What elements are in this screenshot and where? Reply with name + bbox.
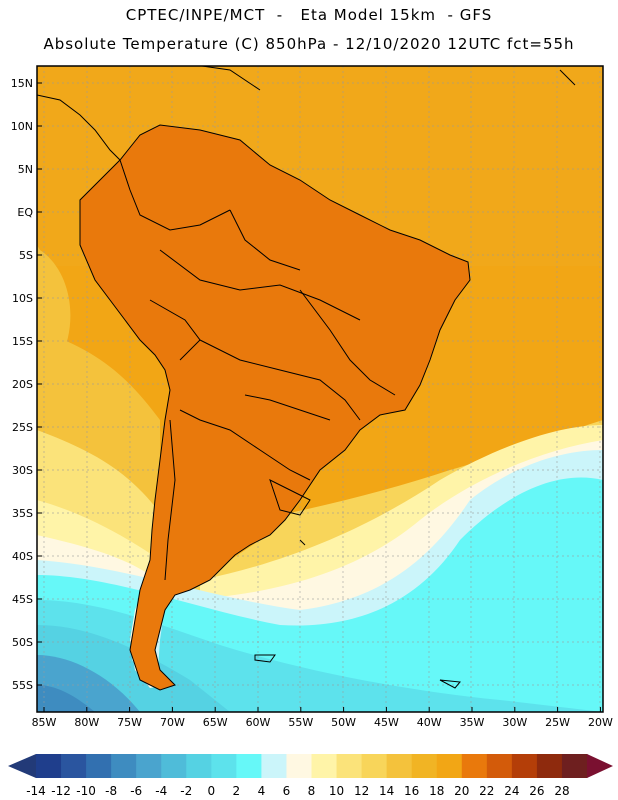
lon-label-4: 65W: [203, 716, 228, 729]
temperature-field: [37, 66, 603, 712]
colorbar-box-11: [311, 754, 338, 778]
graticule: [37, 66, 603, 712]
lat-label-0: 15N: [11, 77, 33, 90]
colorbar-label-4: -6: [130, 784, 142, 798]
lat-label-2: 5N: [18, 163, 33, 176]
colorbar-label-17: 20: [454, 784, 469, 798]
colorbar-box-21: [561, 754, 588, 778]
lat-label-5: 10S: [12, 292, 33, 305]
colorbar-label-13: 12: [354, 784, 369, 798]
colorbar-box-4: [136, 754, 162, 778]
title-line-2: Absolute Temperature (C) 850hPa - 12/10/…: [43, 35, 575, 53]
lon-label-8: 45W: [374, 716, 399, 729]
colorbar-label-18: 22: [479, 784, 494, 798]
colorbar-underflow-arrow: [8, 754, 36, 778]
coastlines: [37, 66, 576, 691]
lon-label-2: 75W: [117, 716, 142, 729]
colorbar-box-7: [211, 754, 237, 778]
lat-label-14: 55S: [12, 679, 33, 692]
longitude-labels: 85W 80W 75W 70W 65W 60W 55W 50W 45W 40W 35W 30W 25W 2…: [32, 716, 613, 729]
colorbar-box-19: [511, 754, 538, 778]
colorbar-label-3: -8: [105, 784, 117, 798]
lat-label-13: 50S: [12, 636, 33, 649]
colorbar-overflow-arrow: [587, 754, 613, 778]
colorbar-label-10: 6: [283, 784, 291, 798]
colorbar-label-7: 0: [207, 784, 215, 798]
lon-label-7: 50W: [331, 716, 356, 729]
lat-label-8: 25S: [12, 421, 33, 434]
colorbar-box-1: [61, 754, 87, 778]
colorbar-box-10: [286, 754, 312, 778]
lat-label-6: 15S: [12, 335, 33, 348]
colorbar-box-5: [161, 754, 187, 778]
lat-label-1: 10N: [11, 120, 33, 133]
lon-label-0: 85W: [32, 716, 57, 729]
colorbar-box-6: [186, 754, 212, 778]
colorbar-box-18: [486, 754, 513, 778]
colorbar-label-9: 4: [258, 784, 266, 798]
lon-label-6: 55W: [288, 716, 313, 729]
colorbar-box-8: [236, 754, 262, 778]
lon-label-11: 30W: [502, 716, 527, 729]
colorbar-label-20: 26: [529, 784, 544, 798]
colorbar-labels: -14 -12 -10 -8 -6 -4 -2 0 2 4 6 8 10 12 14 16 18 20 22 24 26…: [26, 784, 569, 798]
lat-label-3: EQ: [17, 206, 33, 219]
colorbar-label-12: 10: [329, 784, 344, 798]
lat-label-10: 35S: [12, 507, 33, 520]
lon-label-13: 20W: [588, 716, 613, 729]
colorbar-label-0: -14: [26, 784, 46, 798]
colorbar-box-12: [336, 754, 363, 778]
colorbar-box-9: [261, 754, 287, 778]
colorbar-label-15: 16: [404, 784, 419, 798]
lat-label-12: 45S: [12, 593, 33, 606]
latitude-labels: 15N 10N 5N EQ 5S 10S 15S 20S 25S 30S 35S 40S 45S 50S 5…: [11, 77, 34, 692]
colorbar-box-14: [386, 754, 413, 778]
colorbar-boxes: [36, 754, 588, 778]
colorbar-box-15: [411, 754, 438, 778]
lat-label-11: 40S: [12, 550, 33, 563]
colorbar-label-1: -12: [51, 784, 71, 798]
colorbar-box-17: [461, 754, 488, 778]
lon-label-5: 60W: [246, 716, 271, 729]
lat-label-9: 30S: [12, 464, 33, 477]
lat-label-7: 20S: [12, 378, 33, 391]
colorbar-box-3: [111, 754, 137, 778]
lon-label-10: 35W: [460, 716, 485, 729]
lon-label-3: 70W: [160, 716, 185, 729]
colorbar-label-14: 14: [379, 784, 394, 798]
lon-label-12: 25W: [545, 716, 570, 729]
lon-label-9: 40W: [417, 716, 442, 729]
colorbar-label-6: -2: [180, 784, 192, 798]
colorbar-label-5: -4: [155, 784, 167, 798]
colorbar-label-11: 8: [308, 784, 316, 798]
colorbar-label-19: 24: [504, 784, 519, 798]
colorbar-label-8: 2: [233, 784, 241, 798]
colorbar-box-13: [361, 754, 388, 778]
lat-label-4: 5S: [19, 249, 33, 262]
colorbar-label-2: -10: [76, 784, 96, 798]
axis-ticks: [37, 82, 601, 712]
colorbar-label-21: 28: [554, 784, 569, 798]
colorbar-label-16: 18: [429, 784, 444, 798]
lon-label-1: 80W: [74, 716, 99, 729]
colorbar-box-2: [86, 754, 112, 778]
map-frame: [36, 65, 604, 713]
colorbar-box-0: [36, 754, 62, 778]
colorbar-box-20: [536, 754, 563, 778]
title-line-1: CPTEC/INPE/MCT - Eta Model 15km - GFS: [125, 6, 493, 24]
colorbar-box-16: [436, 754, 463, 778]
